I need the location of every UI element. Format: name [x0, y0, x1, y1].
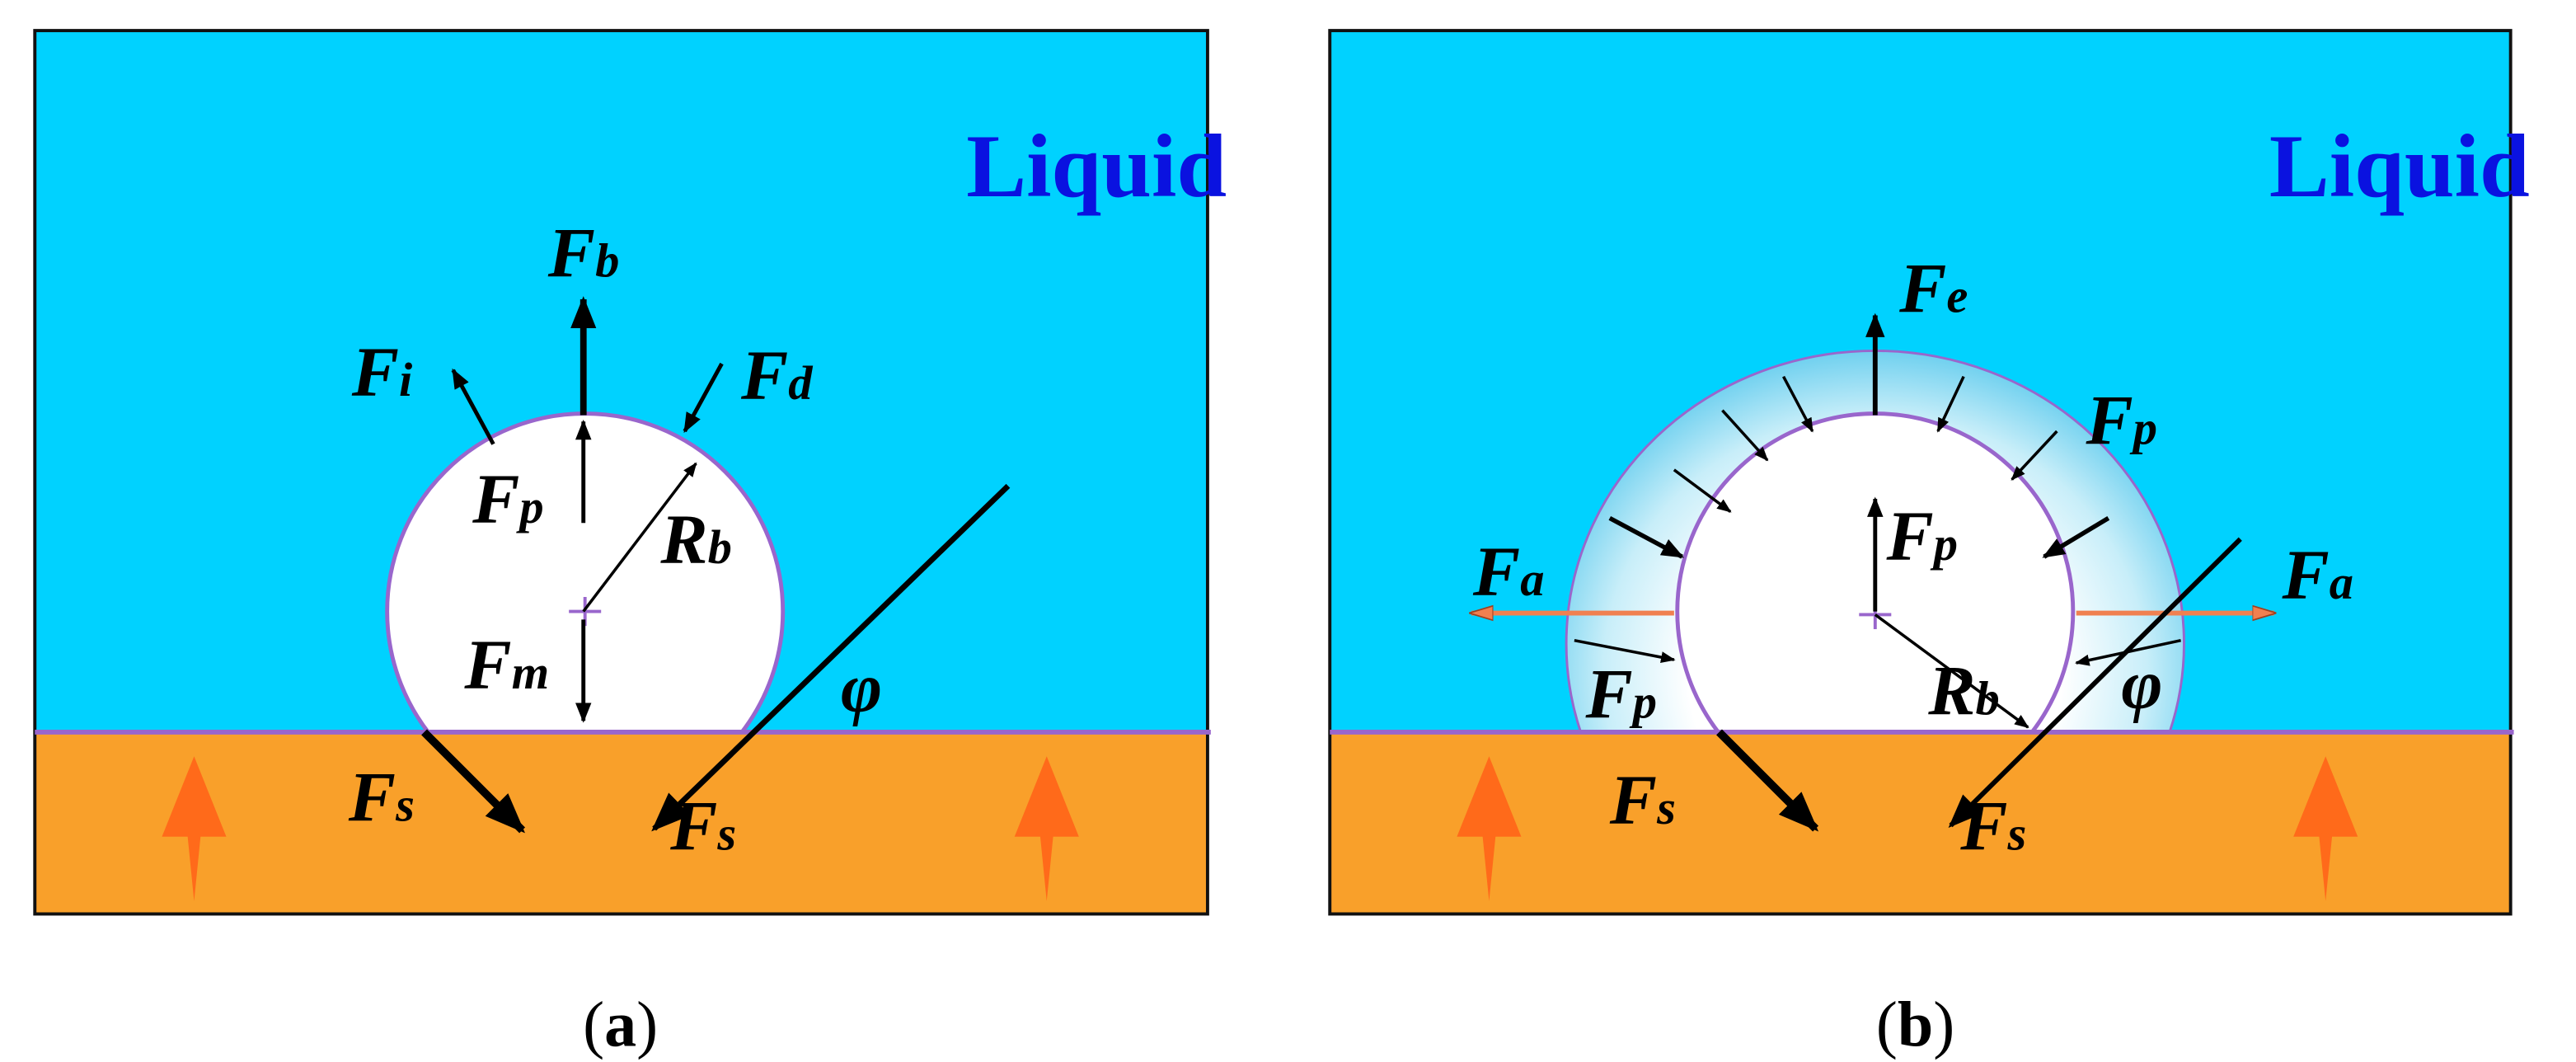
label-Fp-left: Fp — [1585, 654, 1658, 733]
panel-a: Liquid Fb Fi Fd Fp Rb Fm φ Fs Fs (a) — [33, 29, 1227, 1060]
label-Fs-right: Fs — [669, 786, 736, 865]
label-Fb: Fb — [547, 214, 620, 293]
caption-b: (b) — [1876, 988, 1954, 1060]
panel-frame — [33, 29, 1209, 916]
heat-flux-arrow-icon — [162, 756, 227, 901]
heat-flux-arrow-icon — [1457, 756, 1522, 901]
heat-flux-arrow-icon — [2293, 756, 2358, 901]
tension-arrow-left — [421, 729, 526, 834]
label-Fm: Fm — [463, 625, 549, 704]
label-Fs-right: Fs — [1959, 786, 2026, 865]
tension-line-right — [1948, 537, 2242, 829]
inertia-arrow — [451, 368, 495, 445]
label-Fp-inner: Fp — [1885, 496, 1958, 576]
liquid-label: Liquid — [966, 116, 1227, 216]
radius-arrow — [1874, 613, 2029, 729]
label-Rb: Rb — [1927, 651, 2000, 730]
liquid-label: Liquid — [2269, 116, 2530, 216]
label-Fe: Fe — [1898, 249, 1968, 328]
drag-arrow — [683, 362, 724, 434]
substrate-region — [35, 731, 1208, 914]
label-Fa-left: Fa — [1472, 532, 1545, 611]
panel-frame — [1328, 29, 2513, 916]
label-Fa-right: Fa — [2282, 535, 2354, 614]
label-Fi: Fi — [351, 332, 413, 411]
label-Fs-left: Fs — [348, 757, 415, 836]
radius-arrow — [582, 462, 697, 613]
label-phi: φ — [2121, 645, 2162, 724]
label-Fd: Fd — [740, 336, 813, 415]
tension-line-right — [651, 483, 1011, 832]
label-Fp: Fp — [472, 459, 544, 538]
label-Fs-left: Fs — [1609, 760, 1676, 839]
label-Fp-outer: Fp — [2085, 381, 2157, 460]
heat-flux-arrow-icon — [1014, 756, 1079, 901]
label-phi: φ — [841, 648, 882, 727]
tension-arrow-left — [1716, 729, 1819, 832]
label-Rb: Rb — [659, 500, 732, 579]
panel-b: Liquid Fe Fp Fp Fa Fa Fp — [1328, 29, 2530, 1060]
caption-a: (a) — [583, 988, 658, 1060]
